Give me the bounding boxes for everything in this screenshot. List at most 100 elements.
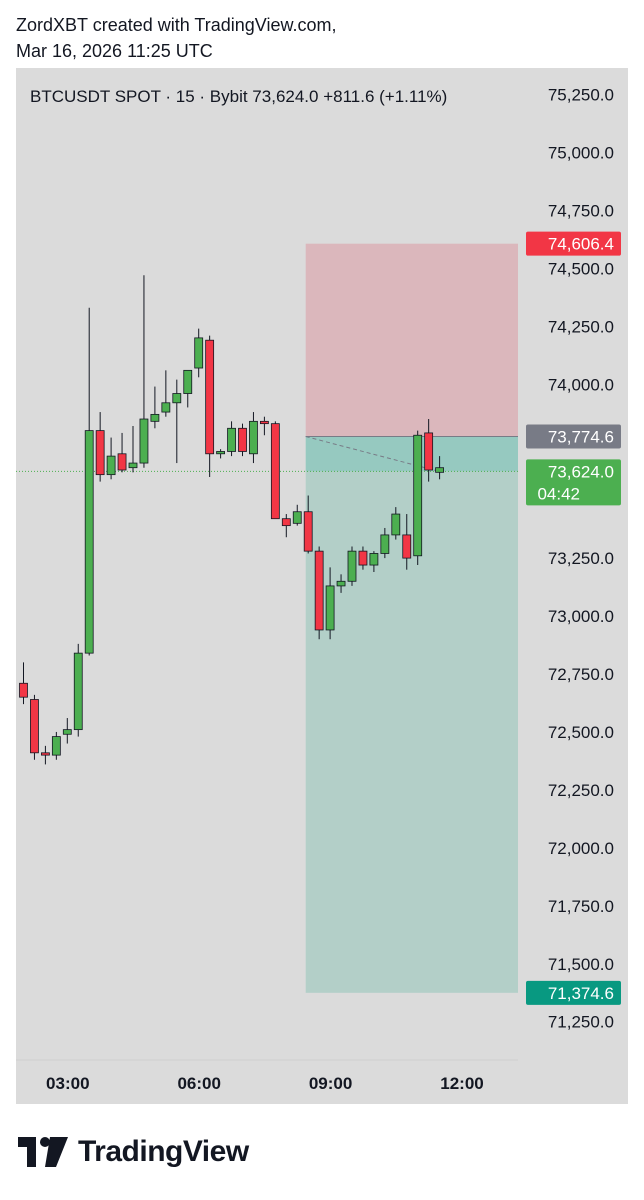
candle: [139, 275, 149, 468]
candle: [347, 546, 357, 586]
stop-loss-zone: [305, 243, 518, 437]
candle-body: [402, 534, 412, 559]
symbol-info: BTCUSDT SPOT · 15 · Bybit 73,624.0 +811.…: [30, 87, 447, 106]
x-tick-label: 12:00: [440, 1074, 483, 1093]
candle: [106, 437, 116, 480]
tradingview-logo-icon: [18, 1137, 68, 1167]
candle: [161, 370, 171, 417]
candle-body: [128, 462, 138, 469]
candle: [117, 432, 127, 473]
candles-group: [19, 275, 445, 765]
x-tick-label: 09:00: [309, 1074, 352, 1093]
candle: [325, 567, 335, 640]
candle-body: [435, 467, 445, 473]
chart-header: ZordXBT created with TradingView.com, Ma…: [16, 12, 616, 64]
candle: [216, 449, 226, 459]
candle-body: [106, 455, 116, 476]
y-tick-label: 75,000.0: [548, 143, 614, 162]
candle: [424, 419, 434, 482]
target-price-label: 71,374.6: [526, 980, 621, 1005]
stop-price-label-bg: [526, 231, 621, 256]
candle-body: [40, 752, 50, 756]
candle-body: [205, 339, 215, 455]
candle-body: [249, 420, 258, 455]
candle-body: [139, 418, 149, 464]
candle-body: [325, 585, 335, 631]
x-tick-label: 03:00: [46, 1074, 89, 1093]
y-tick-label: 74,500.0: [548, 259, 614, 278]
candle-body: [424, 432, 434, 471]
candle-body: [161, 402, 171, 413]
last-price-label-bg: [526, 459, 621, 506]
candle-body: [216, 451, 226, 455]
candle-body: [30, 699, 39, 754]
last-price-label: 73,624.0 04:42: [526, 459, 621, 506]
entry-price-label-bg: [526, 424, 621, 449]
y-tick-label: 71,750.0: [548, 897, 614, 916]
candle: [413, 430, 423, 566]
candle: [303, 495, 313, 554]
candle: [183, 369, 193, 408]
stop-price-label-text: 74,606.4: [548, 235, 614, 254]
candle: [238, 423, 247, 457]
y-tick-label: 71,250.0: [548, 1013, 614, 1032]
y-tick-label: 71,500.0: [548, 955, 614, 974]
candle-body: [183, 369, 193, 394]
candle-body: [336, 580, 346, 587]
candle: [369, 551, 379, 573]
candle-body: [303, 511, 313, 552]
y-tick-label: 72,000.0: [548, 839, 614, 858]
candle: [435, 456, 445, 480]
candle: [95, 412, 105, 482]
candle-body: [227, 427, 236, 452]
tradingview-logo[interactable]: TradingView: [18, 1132, 249, 1172]
candle: [292, 504, 302, 526]
candle-body: [117, 453, 127, 471]
candle: [249, 412, 258, 464]
y-tick-label: 74,250.0: [548, 317, 614, 336]
candle: [358, 546, 368, 570]
y-tick-label: 72,750.0: [548, 665, 614, 684]
x-tick-label: 06:00: [177, 1074, 220, 1093]
bar-countdown-text: 04:42: [537, 484, 580, 503]
y-tick-label: 75,250.0: [548, 86, 614, 105]
candle: [391, 507, 401, 540]
candle: [62, 718, 72, 744]
candlestick-chart[interactable]: BTCUSDT SPOT · 15 · Bybit 73,624.0 +811.…: [16, 68, 628, 1104]
take-profit-zone: [305, 471, 518, 993]
author-line: ZordXBT created with TradingView.com,: [16, 15, 337, 35]
candle-body: [347, 550, 357, 582]
entry-price-label-text: 73,774.6: [548, 427, 614, 446]
candle-body: [238, 427, 247, 452]
y-tick-label: 74,750.0: [548, 201, 614, 220]
target-price-label-text: 71,374.6: [548, 984, 614, 1003]
candle-body: [292, 511, 302, 524]
candle-body: [270, 423, 280, 520]
candle: [40, 745, 50, 765]
candle: [336, 574, 346, 593]
timestamp-line: Mar 16, 2026 11:25 UTC: [16, 41, 213, 61]
entry-profit-zone: [305, 436, 518, 472]
target-price-label-bg: [526, 980, 621, 1005]
candle: [281, 514, 291, 538]
candle-body: [380, 534, 390, 554]
candle: [270, 421, 280, 520]
candle: [19, 662, 28, 705]
candle: [259, 416, 269, 436]
candle-body: [314, 550, 324, 631]
candle-body: [150, 413, 160, 422]
candle: [380, 527, 390, 559]
candle: [84, 307, 94, 656]
candle: [205, 335, 215, 477]
candle-body: [281, 518, 291, 527]
y-tick-label: 72,500.0: [548, 723, 614, 742]
candle-body: [194, 337, 204, 369]
chart-panel[interactable]: BTCUSDT SPOT · 15 · Bybit 73,624.0 +811.…: [16, 68, 628, 1104]
candle: [227, 421, 236, 457]
y-tick-label: 74,000.0: [548, 375, 614, 394]
candle: [73, 643, 83, 737]
candle: [30, 694, 39, 760]
candle: [194, 328, 204, 378]
candle: [128, 425, 138, 473]
candle-body: [358, 550, 368, 566]
